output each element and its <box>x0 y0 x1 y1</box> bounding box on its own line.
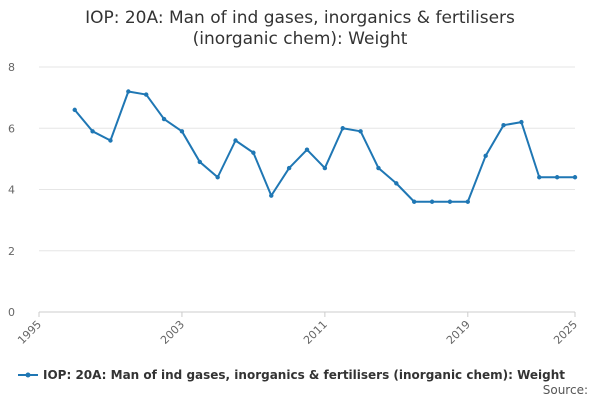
data-series <box>72 89 578 204</box>
legend-label: IOP: 20A: Man of ind gases, inorganics &… <box>43 368 566 382</box>
chart-title-line-2: (inorganic chem): Weight <box>192 29 408 49</box>
data-point-2020[interactable] <box>483 153 488 159</box>
data-point-2004[interactable] <box>197 159 202 165</box>
data-point-2012[interactable] <box>340 126 345 131</box>
data-point-2007[interactable] <box>251 150 256 155</box>
data-point-2017[interactable] <box>429 199 435 204</box>
grid-lines <box>39 66 575 252</box>
x-tick-label: 2019 <box>444 318 473 347</box>
data-point-2015[interactable] <box>394 181 399 186</box>
data-point-2016[interactable] <box>412 199 417 204</box>
data-point-1999[interactable] <box>108 138 113 143</box>
data-point-2025[interactable] <box>572 175 578 180</box>
data-point-2008[interactable] <box>269 193 274 198</box>
data-point-2024[interactable] <box>554 175 560 180</box>
data-point-2003[interactable] <box>179 129 185 134</box>
axes <box>38 311 576 317</box>
data-point-1998[interactable] <box>90 129 95 134</box>
data-point-2000[interactable] <box>126 89 131 94</box>
data-point-2023[interactable] <box>537 175 542 180</box>
data-point-2006[interactable] <box>233 138 238 143</box>
x-tick-label: 2003 <box>158 318 187 347</box>
legend[interactable]: IOP: 20A: Man of ind gases, inorganics &… <box>18 365 565 385</box>
x-tick-label: 2011 <box>301 318 330 347</box>
y-tick-label: 0 <box>8 306 15 319</box>
legend-marker-icon <box>18 372 38 378</box>
series-line <box>73 90 575 203</box>
chart-title-line-1: IOP: 20A: Man of ind gases, inorganics &… <box>85 8 515 28</box>
data-point-2011[interactable] <box>322 165 328 171</box>
data-point-2014[interactable] <box>376 165 381 171</box>
data-point-1997[interactable] <box>72 107 77 113</box>
y-tick-label: 6 <box>8 122 15 135</box>
tick-labels: 0 2 4 6 8 1995 2003 2011 2019 2025 <box>8 61 580 347</box>
data-point-2021[interactable] <box>501 122 506 128</box>
data-point-2001[interactable] <box>144 92 149 97</box>
data-point-2002[interactable] <box>161 116 167 122</box>
data-point-2022[interactable] <box>519 119 524 125</box>
y-tick-label: 8 <box>8 61 15 74</box>
x-tick-label: 1995 <box>15 318 44 347</box>
y-tick-label: 2 <box>8 245 15 258</box>
data-point-2005[interactable] <box>215 175 220 180</box>
data-point-2019[interactable] <box>465 199 470 204</box>
y-tick-label: 4 <box>8 184 15 197</box>
data-point-2010[interactable] <box>304 147 310 152</box>
data-point-2018[interactable] <box>447 199 453 204</box>
data-point-2013[interactable] <box>358 129 363 134</box>
chart-title: IOP: 20A: Man of ind gases, inorganics &… <box>0 8 600 50</box>
source-label: Source: <box>542 383 588 397</box>
x-tick-label: 2025 <box>551 318 580 347</box>
data-point-2009[interactable] <box>286 165 292 171</box>
